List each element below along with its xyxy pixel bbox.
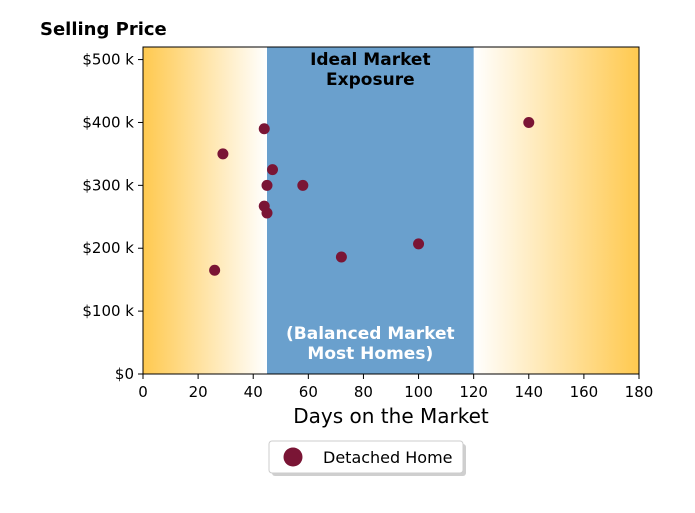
x-tick-label: 20 <box>189 383 208 401</box>
data-point <box>217 148 229 160</box>
y-tick-label: $400 k <box>82 113 134 131</box>
axes: 0 20 40 60 80 100 120 140 160 180 $0 $100 k $200 k $3… <box>82 46 654 401</box>
band-title-line: Ideal Market <box>310 50 431 70</box>
data-point <box>335 251 347 263</box>
gradient-left <box>143 47 267 374</box>
data-point <box>523 116 535 128</box>
data-point <box>261 179 273 191</box>
x-tick-label: 140 <box>514 383 543 401</box>
data-point <box>258 123 270 135</box>
data-point <box>261 207 273 219</box>
y-axis-title: Selling Price <box>40 19 167 40</box>
data-point <box>267 164 279 176</box>
x-tick-label: 0 <box>138 383 148 401</box>
x-tick-label: 120 <box>459 383 488 401</box>
x-tick-label: 40 <box>244 383 263 401</box>
plot-background <box>143 47 639 374</box>
data-point <box>297 179 309 191</box>
y-tick-label: $0 <box>115 365 134 383</box>
x-axis-title: Days on the Market <box>293 404 489 428</box>
data-point <box>209 264 221 276</box>
y-tick-label: $100 k <box>82 302 134 320</box>
x-tick-label: 180 <box>625 383 654 401</box>
band-title-line: Exposure <box>326 70 415 90</box>
y-tick-label: $300 k <box>82 176 134 194</box>
band-note-line: (Balanced Market <box>286 324 455 344</box>
band-rect <box>267 47 474 374</box>
x-tick-label: 60 <box>299 383 318 401</box>
data-points <box>209 116 535 276</box>
x-tick-label: 160 <box>570 383 599 401</box>
data-point <box>413 238 425 250</box>
legend-marker <box>283 447 303 467</box>
y-tick-label: $200 k <box>82 239 134 257</box>
plot-frame <box>142 46 640 375</box>
legend-label: Detached Home <box>323 448 453 467</box>
legend: Detached Home <box>268 440 466 476</box>
gradient-right <box>473 47 639 374</box>
x-tick-label: 100 <box>404 383 433 401</box>
legend-box <box>268 440 464 474</box>
x-tick-label: 80 <box>354 383 373 401</box>
y-tick-label: $500 k <box>82 51 134 69</box>
band-note-line: Most Homes) <box>307 344 433 364</box>
